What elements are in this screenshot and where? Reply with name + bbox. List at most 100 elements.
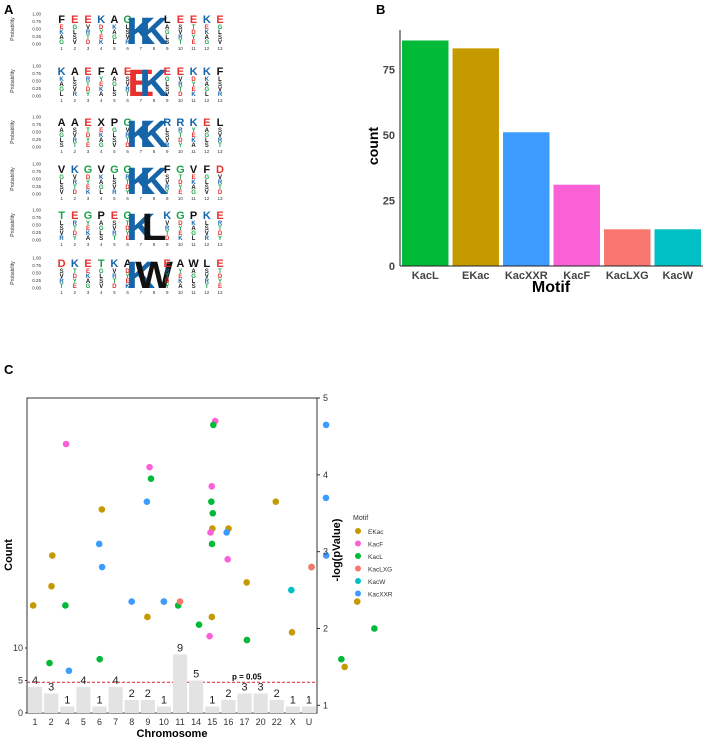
logo-x-tick: 1 bbox=[60, 46, 63, 51]
logo-x-tick: 11 bbox=[191, 98, 196, 103]
logo-letter-K: K bbox=[140, 161, 169, 203]
panel-c-x-label: Chromosome bbox=[137, 728, 208, 739]
logo-letter-R: R bbox=[205, 236, 210, 242]
logo-letter-A: A bbox=[205, 82, 210, 88]
logo-letter-K: K bbox=[178, 236, 183, 242]
logo-letter-R: R bbox=[59, 279, 64, 285]
logo-letter-S: S bbox=[126, 77, 130, 83]
legend-key-KacF bbox=[355, 540, 361, 547]
logo-x-tick: 6 bbox=[126, 98, 129, 103]
logo-letter-K: K bbox=[126, 255, 155, 297]
logo-letter-R: R bbox=[163, 117, 171, 129]
logo-letter-E: E bbox=[203, 117, 210, 129]
panel-c-x-tick: 9 bbox=[145, 717, 150, 727]
logo-letter-K: K bbox=[110, 258, 118, 270]
point-EKac bbox=[341, 663, 348, 671]
point-EKac bbox=[144, 613, 151, 621]
point-KacF bbox=[146, 463, 153, 471]
point-KacF bbox=[224, 556, 231, 563]
logo-letter-R: R bbox=[218, 221, 223, 227]
logo-letter-D: D bbox=[178, 180, 183, 186]
logo-letter-K: K bbox=[140, 63, 169, 105]
logo-letter-L: L bbox=[205, 92, 209, 98]
logo-letter-G: G bbox=[165, 77, 170, 83]
logo-letter-S: S bbox=[99, 236, 103, 242]
logo-letter-T: T bbox=[60, 284, 64, 290]
logo-letter-V: V bbox=[99, 284, 103, 290]
logo-letter-A: A bbox=[191, 143, 196, 149]
logo-y-tick: 0.75 bbox=[32, 71, 41, 76]
logo-y-label: Probability bbox=[10, 120, 16, 144]
logo-x-tick: 10 bbox=[178, 46, 184, 51]
logo-letter-E: E bbox=[86, 269, 90, 275]
logo-letter-S: S bbox=[73, 128, 77, 134]
logo-letter-E: E bbox=[84, 66, 91, 78]
count-bar-label: 1 bbox=[96, 695, 102, 707]
count-bar-chr-2 bbox=[44, 693, 59, 713]
logo-letter-A: A bbox=[99, 180, 104, 186]
count-bar-label: 1 bbox=[290, 695, 296, 707]
logo-x-tick: 9 bbox=[166, 149, 169, 154]
logo-x-tick: 4 bbox=[100, 242, 103, 247]
logo-letter-Y: Y bbox=[192, 35, 196, 41]
logo-x-tick: 1 bbox=[60, 196, 63, 201]
logo-y-tick: 0.25 bbox=[32, 34, 41, 39]
logo-x-tick: 1 bbox=[60, 290, 63, 295]
logo-letter-V: V bbox=[190, 164, 198, 176]
logo-letter-E: E bbox=[192, 40, 196, 46]
logo-letter-V: V bbox=[112, 226, 116, 232]
logo-y-tick: 1.00 bbox=[32, 208, 41, 213]
logo-x-tick: 13 bbox=[217, 46, 223, 51]
panel-c-pvalue-label: -log(pValue) bbox=[331, 518, 343, 581]
logo-letter-V: V bbox=[178, 30, 182, 36]
logo-letter-L: L bbox=[60, 92, 64, 98]
logo-letter-S: S bbox=[73, 82, 77, 88]
logo-x-tick: 9 bbox=[166, 46, 169, 51]
logo-letter-T: T bbox=[73, 143, 77, 149]
logo-letter-Y: Y bbox=[86, 92, 90, 98]
logo-letter-E: E bbox=[73, 284, 77, 290]
logo-letter-A: A bbox=[59, 82, 64, 88]
panel-c-x-tick: 5 bbox=[81, 717, 86, 727]
logo-letter-E: E bbox=[71, 210, 78, 222]
logo-letter-S: S bbox=[112, 221, 116, 227]
logo-letter-G: G bbox=[204, 40, 209, 46]
logo-letter-T: T bbox=[73, 226, 77, 232]
logo-x-tick: 3 bbox=[87, 196, 90, 201]
panel-c-right-tick: 3 bbox=[323, 547, 328, 557]
logo-x-tick: 4 bbox=[100, 290, 103, 295]
logo-x-tick: 13 bbox=[217, 242, 223, 247]
logo-letter-D: D bbox=[165, 279, 170, 285]
logo-letter-E: E bbox=[192, 87, 196, 93]
logo-x-tick: 6 bbox=[126, 46, 129, 51]
legend-key-EKac bbox=[355, 528, 361, 534]
count-bar-label: 3 bbox=[241, 682, 247, 694]
logo-letter-K: K bbox=[59, 77, 64, 83]
logo-letter-V: V bbox=[112, 143, 116, 149]
logo-letter-T: T bbox=[192, 25, 196, 31]
logo-letter-V: V bbox=[112, 185, 116, 191]
logo-letter-L: L bbox=[205, 138, 209, 144]
logo-x-tick: 8 bbox=[153, 149, 156, 154]
legend-label: KacLXG bbox=[368, 567, 392, 574]
logo-letter-L: L bbox=[113, 87, 117, 93]
point-KacXXR bbox=[65, 667, 73, 675]
logo-letter-G: G bbox=[112, 35, 117, 41]
panel-b-y-tick: 75 bbox=[383, 64, 395, 76]
logo-letter-S: S bbox=[192, 284, 196, 290]
point-KacL bbox=[96, 655, 103, 663]
logo-letter-G: G bbox=[123, 210, 132, 222]
logo-letter-S: S bbox=[73, 35, 77, 41]
panel-b-x-tick: KacW bbox=[662, 270, 693, 282]
logo-letter-V: V bbox=[60, 231, 64, 237]
panel-c-x-tick: 6 bbox=[97, 717, 102, 727]
logo-letter-D: D bbox=[125, 269, 130, 275]
logo-y-label: Probability bbox=[10, 261, 16, 285]
logo-letter-W: W bbox=[135, 255, 173, 297]
logo-letter-S: S bbox=[165, 40, 169, 46]
logo-letter-L: L bbox=[218, 30, 222, 36]
logo-letter-T: T bbox=[86, 82, 90, 88]
logo-letter-T: T bbox=[205, 284, 209, 290]
